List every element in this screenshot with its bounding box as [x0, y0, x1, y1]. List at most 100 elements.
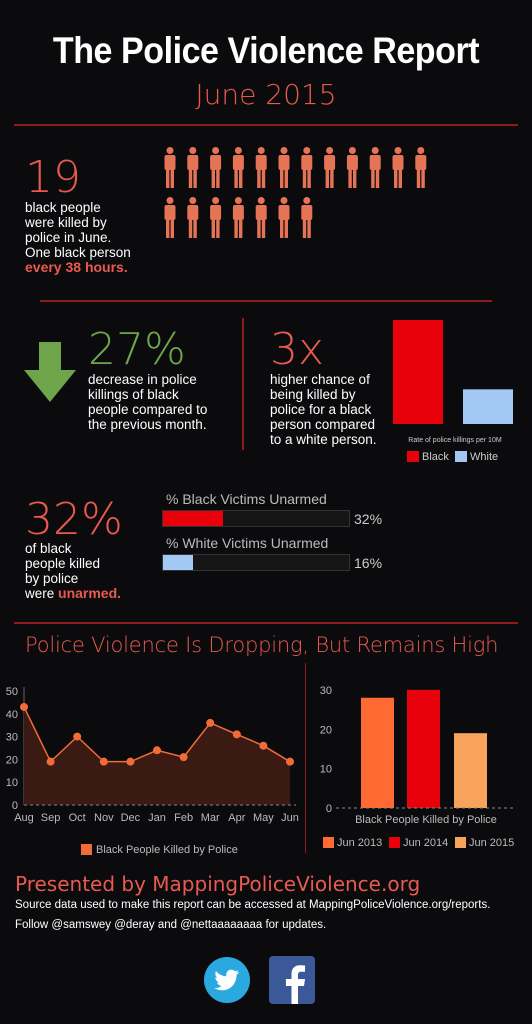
y-tick-label: 20 [6, 754, 18, 766]
divider [40, 300, 492, 302]
person-icon [278, 197, 290, 238]
decrease-number: 27% [88, 324, 186, 375]
killed-number: 19 [25, 152, 81, 203]
decrease-text-line: the previous month. [88, 417, 207, 432]
unarmed-text-line: by police [25, 571, 79, 586]
unarmed-highlight: unarmed. [58, 585, 122, 601]
x-tick-label: Sep [41, 812, 61, 824]
person-icon [324, 147, 336, 188]
white-unarmed-bar [162, 554, 350, 571]
data-point [126, 757, 135, 766]
section-title: Police Violence Is Dropping, But Remains… [25, 633, 499, 657]
y-tick-label: 30 [6, 732, 18, 744]
x-tick-label: Jun [281, 812, 299, 824]
data-point [73, 732, 82, 741]
unarmed-text: of black people killed by police were un… [25, 541, 165, 601]
unarmed-text-line: of black [25, 541, 72, 556]
person-icon [255, 197, 267, 238]
y-tick-label: 10 [320, 764, 332, 776]
legend-swatch [323, 837, 334, 848]
x-tick-label: Nov [94, 812, 114, 824]
person-icon [346, 147, 358, 188]
black-unarmed-value: 32% [354, 511, 383, 527]
white-unarmed-bar-fill [163, 555, 193, 570]
person-icon [301, 197, 313, 238]
person-icon [187, 197, 199, 238]
year-chart-xlabel: Black People Killed by Police [355, 814, 497, 826]
person-icon [369, 147, 381, 188]
legend-swatch [455, 837, 466, 848]
vertical-divider [242, 318, 244, 450]
legend-swatch [455, 451, 467, 462]
year-bar [407, 689, 440, 808]
chance-text: higher chance of being killed by police … [270, 372, 400, 447]
y-tick-label: 10 [6, 777, 18, 789]
footer-source-text: Source data used to make this report can… [15, 899, 491, 911]
person-icon [164, 197, 176, 238]
area-fill [24, 706, 290, 805]
down-arrow-icon [24, 342, 76, 402]
rate-chart-xlabel: Rate of police killings per 10M [408, 437, 502, 444]
killed-text-line: black people [25, 200, 101, 215]
yearly-bar-chart: 0 10 20 30 Black People Killed by Police Jun … [320, 685, 516, 849]
x-tick-label: May [253, 812, 274, 824]
x-tick-label: Feb [174, 812, 193, 824]
data-point [232, 730, 241, 739]
page-title: The Police Violence Report [52, 30, 480, 71]
divider [14, 622, 518, 624]
y-tick-label: 40 [6, 709, 18, 721]
decrease-text-line: killings of black [88, 387, 179, 402]
killed-highlight: every 38 hours. [25, 259, 128, 275]
killed-text-line: One black person [25, 245, 131, 260]
person-icon [392, 147, 404, 188]
decrease-text: decrease in police killings of black peo… [88, 372, 238, 432]
legend-swatch [389, 837, 400, 848]
legend-label: Jun 2015 [469, 837, 514, 849]
person-icon [187, 147, 199, 188]
legend-label: White [470, 451, 498, 463]
vertical-divider [305, 663, 306, 853]
unarmed-number: 32% [25, 494, 123, 545]
x-tick-label: Oct [69, 812, 86, 824]
y-tick-label: 20 [320, 724, 332, 736]
person-icon [232, 197, 244, 238]
y-tick-label: 0 [12, 800, 18, 812]
year-bar [454, 733, 487, 808]
white-unarmed-label: % White Victims Unarmed [166, 535, 329, 551]
unarmed-text-prefix: were [25, 586, 59, 601]
legend-label: Jun 2014 [403, 837, 448, 849]
person-icon [164, 147, 176, 188]
person-icon [415, 147, 427, 188]
black-unarmed-bar-fill [163, 511, 223, 526]
decrease-text-line: people compared to [88, 402, 208, 417]
person-icon [255, 147, 267, 188]
chance-text-line: higher chance of [270, 372, 370, 387]
footer-title: Presented by MappingPoliceViolence.org [15, 872, 421, 896]
x-tick-label: Aug [14, 812, 34, 824]
data-point [153, 746, 161, 755]
twitter-icon[interactable] [203, 956, 251, 1004]
person-icon [210, 197, 222, 238]
person-icon [232, 147, 244, 188]
divider [14, 124, 518, 126]
white-unarmed-value: 16% [354, 555, 383, 571]
chance-text-line: person compared [270, 417, 376, 432]
legend-swatch [407, 451, 419, 462]
facebook-icon[interactable] [269, 956, 315, 1004]
legend-label: Black People Killed by Police [96, 844, 238, 856]
x-tick-label: Mar [201, 812, 220, 824]
decrease-text-line: decrease in police [88, 372, 197, 387]
monthly-area-chart: 0 10 20 30 40 50 Aug Sep Oct Nov Dec Jan Feb Mar Apr Ma… [6, 686, 299, 856]
killed-text-line: police in June. [25, 230, 112, 245]
rate-bar-chart: Rate of police killings per 10M Black Whit… [393, 320, 513, 463]
x-tick-label: Apr [228, 812, 245, 824]
unarmed-text-line: people killed [25, 556, 101, 571]
footer-follow-text: Follow @samswey @deray and @nettaaaaaaaa… [15, 919, 327, 931]
person-icon [210, 147, 222, 188]
y-tick-label: 50 [6, 686, 18, 698]
data-point [259, 741, 268, 750]
legend-label: Black [422, 451, 449, 463]
page-subtitle: June 2015 [195, 78, 337, 111]
legend-swatch [81, 844, 92, 855]
data-point [179, 753, 188, 762]
